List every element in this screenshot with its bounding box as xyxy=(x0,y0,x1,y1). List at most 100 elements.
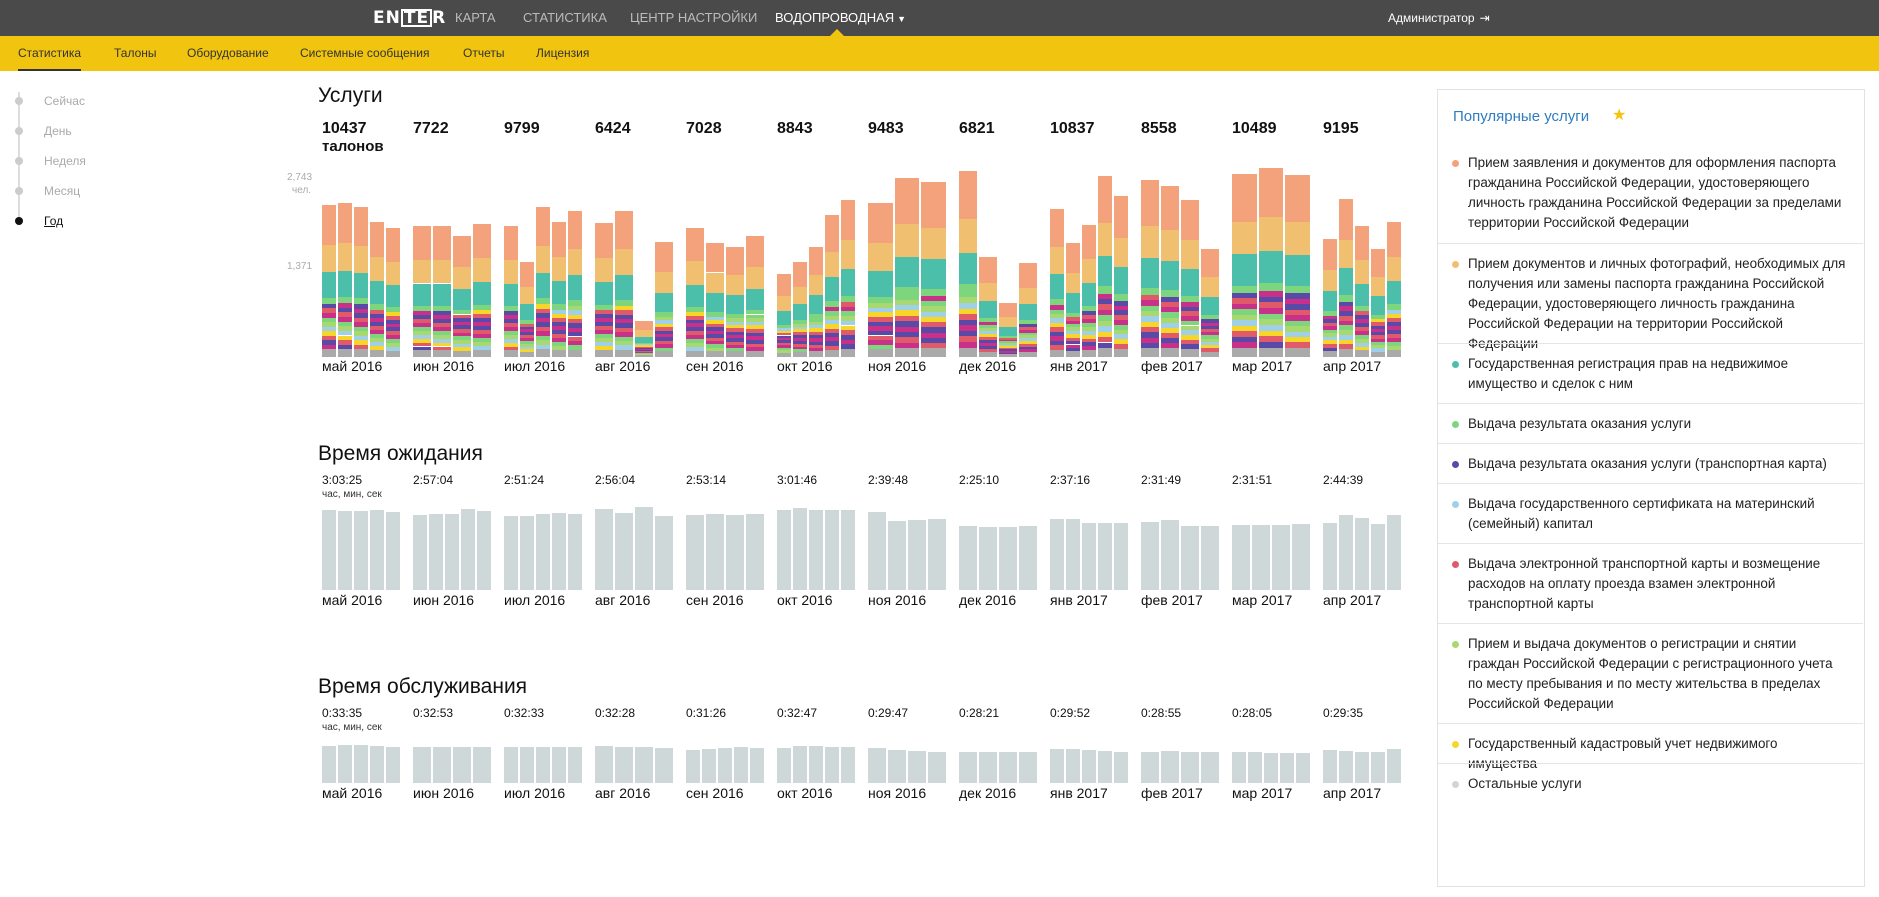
services-bar-segment xyxy=(1258,251,1284,284)
services-bar-segment xyxy=(1285,320,1310,327)
service-time-bar xyxy=(777,747,791,783)
wait-value: 2:39:48 xyxy=(868,473,909,487)
services-bar-segment xyxy=(520,349,534,353)
period-dot-year[interactable] xyxy=(15,217,23,225)
services-bar-segment xyxy=(655,316,673,321)
popular-service-item[interactable]: Прием и выдача документов о регистрации … xyxy=(1438,623,1863,724)
services-bar-segment xyxy=(979,339,997,343)
services-bar-segment xyxy=(894,256,920,288)
services-bar-segment xyxy=(979,345,997,349)
nav-vodoprovodnaya[interactable]: ВОДОПРОВОДНАЯ ▼ xyxy=(775,0,906,36)
services-bar-segment xyxy=(552,304,566,310)
period-dot-month[interactable] xyxy=(15,187,23,195)
service-time-value: 0:28:21 xyxy=(959,706,1000,720)
services-bar-segment xyxy=(1285,337,1310,343)
services-bar-segment xyxy=(868,312,893,318)
services-bar-segment xyxy=(921,311,946,317)
services-bar-segment xyxy=(473,282,491,306)
services-bar-segment xyxy=(999,343,1017,345)
services-bar-segment xyxy=(959,336,977,343)
month-label: дек 2016 xyxy=(959,592,1017,608)
service-time-value: 0:31:26 xyxy=(686,706,727,720)
services-bar-segment xyxy=(615,323,633,328)
period-week[interactable]: Неделя xyxy=(44,154,86,168)
services-bar-segment xyxy=(1323,238,1337,270)
nav-map[interactable]: КАРТА xyxy=(455,10,496,25)
popular-service-item[interactable]: Государственная регистрация прав на недв… xyxy=(1438,343,1863,404)
services-bar-segment xyxy=(655,351,673,357)
period-month[interactable]: Месяц xyxy=(44,184,81,198)
tab-reports[interactable]: Отчеты xyxy=(463,46,505,60)
star-icon[interactable]: ★ xyxy=(1612,107,1627,124)
service-time-bar xyxy=(1019,752,1037,783)
popular-service-item[interactable]: Выдача государственного сертификата на м… xyxy=(1438,483,1863,544)
user-menu[interactable]: Администратор ⇥ xyxy=(1388,0,1490,36)
services-total: 6424 xyxy=(595,120,631,137)
services-bar-segment xyxy=(413,322,431,327)
tab-license[interactable]: Лицензия xyxy=(536,46,590,60)
services-bar-segment xyxy=(825,319,839,325)
popular-service-item[interactable]: Выдача результата оказания услуги (транс… xyxy=(1438,443,1863,484)
period-year[interactable]: Год xyxy=(44,214,64,228)
services-bar-segment xyxy=(1050,208,1064,248)
services-bar-segment xyxy=(552,338,566,343)
services-bar-segment xyxy=(568,314,582,319)
wait-bar xyxy=(1181,525,1199,590)
services-bar-segment xyxy=(1387,281,1401,305)
service-time-value: 0:28:05 xyxy=(1232,706,1273,720)
popular-service-item[interactable]: Выдача результата оказания услуги xyxy=(1438,403,1863,444)
period-now[interactable]: Сейчас xyxy=(44,94,85,108)
period-dot-now[interactable] xyxy=(15,97,23,105)
services-total: 9483 xyxy=(868,120,904,137)
services-bar-segment xyxy=(706,323,724,328)
logout-icon[interactable]: ⇥ xyxy=(1479,11,1490,25)
nav-settings-center[interactable]: ЦЕНТР НАСТРОЙКИ xyxy=(630,10,758,25)
tab-statistics[interactable]: Статистика xyxy=(18,36,82,71)
popular-service-item[interactable]: Государственный кадастровый учет недвижи… xyxy=(1438,723,1863,771)
period-dot-week[interactable] xyxy=(15,157,23,165)
tab-tickets[interactable]: Талоны xyxy=(114,46,157,60)
popular-service-item[interactable]: Остальные услуги xyxy=(1438,763,1863,804)
services-bar-segment xyxy=(841,306,855,312)
services-bar-segment xyxy=(1019,343,1037,347)
services-bar-segment xyxy=(979,348,997,352)
service-time-bar xyxy=(1050,749,1064,783)
services-bar-segment xyxy=(999,346,1017,348)
services-bar-segment xyxy=(413,315,431,319)
nav-statistics[interactable]: СТАТИСТИКА xyxy=(523,10,607,25)
services-bar-segment xyxy=(841,316,855,321)
service-time-value: 0:29:52 xyxy=(1050,706,1091,720)
services-bar-segment xyxy=(322,317,336,323)
period-dot-day[interactable] xyxy=(15,127,23,135)
services-bar-segment xyxy=(777,337,791,341)
services-bar-segment xyxy=(655,327,673,331)
popular-service-item[interactable]: Прием заявления и документов для оформле… xyxy=(1438,143,1863,243)
service-color-dot xyxy=(1452,160,1459,167)
services-bar-segment xyxy=(595,310,613,315)
services-bar-segment xyxy=(1355,338,1369,343)
popular-service-item[interactable]: Прием документов и личных фотографий, не… xyxy=(1438,243,1863,351)
services-bar-segment xyxy=(1339,306,1353,312)
services-bar-segment xyxy=(1387,329,1401,334)
services-bar-segment xyxy=(868,317,893,322)
services-bar-segment xyxy=(504,319,518,324)
services-bar-segment xyxy=(793,335,807,338)
services-bar-segment xyxy=(1066,330,1080,335)
services-bar-segment xyxy=(1161,230,1179,262)
services-bar-segment xyxy=(1323,326,1337,330)
wait-value: 2:56:04 xyxy=(595,473,636,487)
popular-service-item[interactable]: Выдача электронной транспортной карты и … xyxy=(1438,543,1863,624)
tab-equipment[interactable]: Оборудование xyxy=(187,46,269,60)
services-bar-segment xyxy=(370,309,384,314)
services-bar-segment xyxy=(568,210,582,249)
wait-value: 2:44:39 xyxy=(1323,473,1364,487)
period-day[interactable]: День xyxy=(44,124,72,138)
services-bar-segment xyxy=(1371,338,1385,342)
services-bar-segment xyxy=(1066,341,1080,345)
services-bar-segment xyxy=(1285,298,1310,305)
services-bar-segment xyxy=(1019,346,1037,350)
wait-bar xyxy=(746,514,764,590)
tab-system-messages[interactable]: Системные сообщения xyxy=(300,46,430,60)
services-bar-segment xyxy=(1066,324,1080,328)
enter-logo[interactable]: EN TE R xyxy=(373,8,447,28)
